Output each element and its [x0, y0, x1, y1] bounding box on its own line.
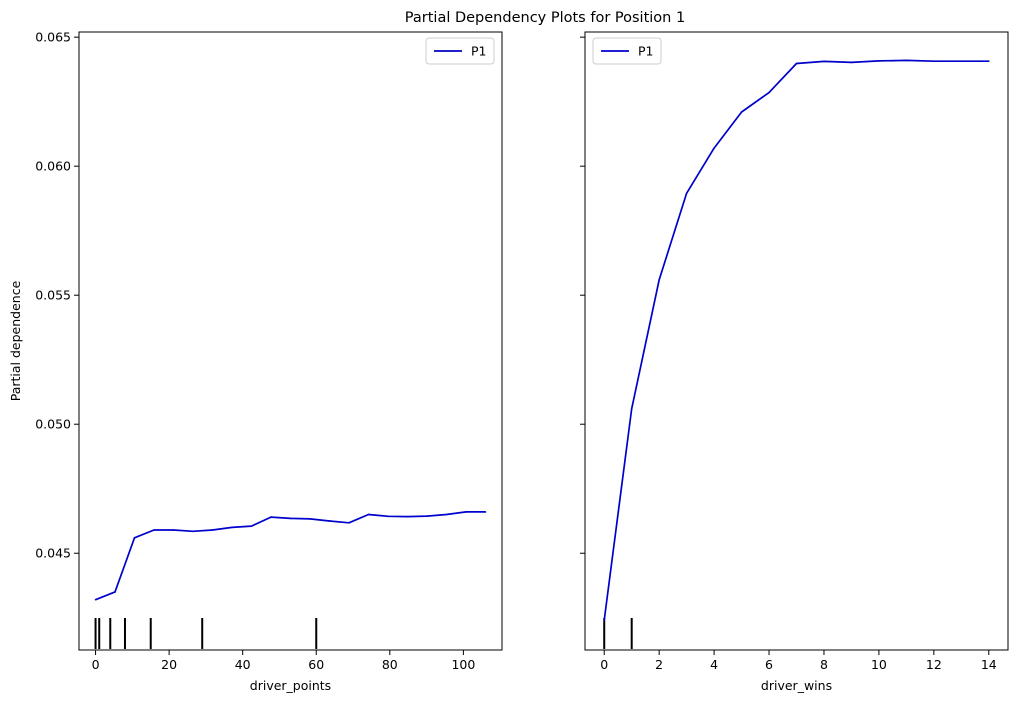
- x-tick-label: 80: [382, 657, 398, 672]
- data-point: [309, 518, 311, 520]
- x-tick-label: 14: [981, 657, 997, 672]
- x-axis-label: driver_points: [250, 678, 331, 693]
- data-point: [114, 591, 116, 593]
- data-point: [406, 515, 409, 518]
- x-tick-label: 60: [308, 657, 324, 672]
- data-point: [658, 278, 660, 281]
- data-point: [328, 520, 331, 522]
- axes-frame: [584, 31, 1009, 651]
- data-point: [465, 511, 467, 513]
- axes-frame: [78, 31, 503, 651]
- data-point: [960, 60, 963, 62]
- data-point: [768, 91, 770, 94]
- data-point: [603, 619, 606, 622]
- legend-label: P1: [638, 44, 654, 59]
- data-point: [348, 521, 350, 524]
- y-tick-label: 0.050: [35, 417, 71, 432]
- data-point: [133, 536, 136, 539]
- legend: P1: [425, 37, 495, 65]
- x-tick-label: 12: [926, 657, 942, 672]
- data-point: [850, 61, 853, 64]
- data-point: [192, 530, 194, 533]
- series-line-p1: [95, 511, 486, 601]
- x-tick-label: 0: [600, 657, 608, 672]
- data-point: [270, 516, 272, 518]
- data-point: [94, 598, 97, 601]
- data-point: [153, 529, 155, 531]
- data-point: [713, 147, 715, 149]
- data-point: [933, 60, 935, 62]
- x-tick-label: 6: [765, 657, 773, 672]
- legend: P1: [592, 37, 662, 65]
- data-point: [878, 60, 880, 62]
- x-tick-label: 40: [235, 657, 251, 672]
- panel-driver-wins: 0 2 4 6 8 10 12 14 driver_wins P1: [580, 31, 1009, 693]
- data-point: [289, 517, 292, 520]
- data-point: [367, 513, 370, 516]
- y-tick-label: 0.055: [35, 288, 71, 303]
- data-point: [795, 62, 798, 65]
- series-line-p1: [603, 59, 989, 621]
- x-tick-label: 8: [820, 657, 828, 672]
- data-point: [685, 192, 688, 195]
- shared-y-axis-label: Partial dependence: [8, 280, 23, 401]
- data-point: [823, 60, 825, 63]
- data-point: [905, 59, 908, 62]
- x-tick-label: 0: [92, 657, 100, 672]
- data-point: [630, 407, 633, 410]
- x-tick-label: 10: [871, 657, 887, 672]
- data-point: [484, 511, 487, 513]
- data-point: [172, 529, 175, 531]
- x-tick-label: 20: [161, 657, 177, 672]
- figure-title: Partial Dependency Plots for Position 1: [405, 10, 685, 26]
- data-point: [740, 111, 743, 113]
- data-point: [231, 526, 233, 529]
- data-point: [211, 529, 214, 531]
- x-axis-label: driver_wins: [761, 678, 832, 693]
- y-tick-label: 0.065: [35, 30, 71, 45]
- x-tick-label: 2: [655, 657, 663, 672]
- data-point: [250, 525, 253, 527]
- data-point: [987, 60, 990, 62]
- y-tick-label: 0.045: [35, 546, 71, 561]
- panel-driver-points: 0 20 40 60 80 100 0.045 0.050 0.055 0.060 0.065 dri…: [35, 30, 503, 693]
- data-point: [426, 515, 428, 517]
- data-point: [387, 515, 389, 518]
- x-tick-label: 4: [710, 657, 718, 672]
- y-tick-label: 0.060: [35, 159, 71, 174]
- legend-label: P1: [471, 44, 487, 59]
- data-point: [445, 513, 448, 516]
- x-tick-label: 100: [451, 657, 475, 672]
